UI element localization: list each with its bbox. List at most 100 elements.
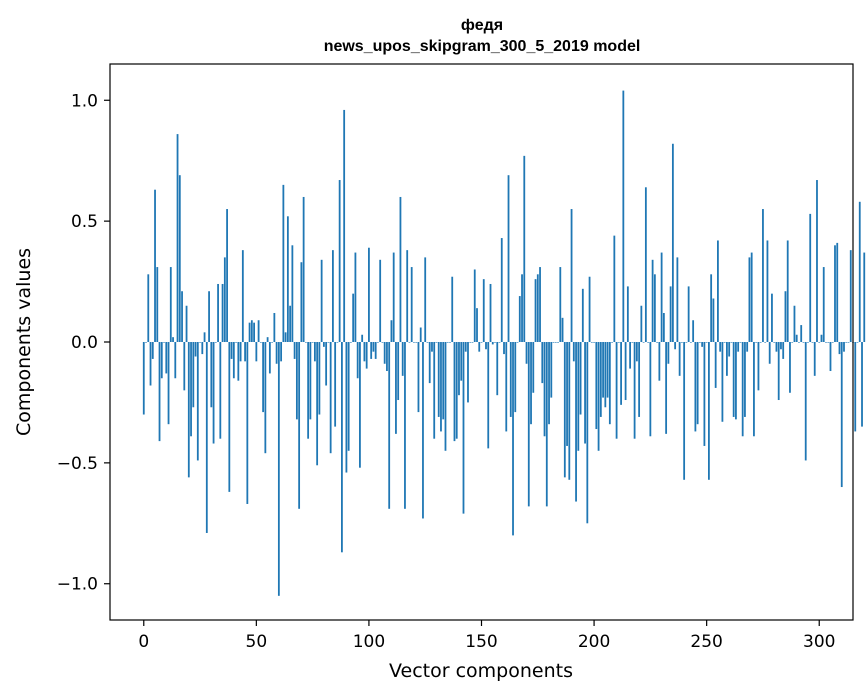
bar [638, 342, 641, 417]
bar [422, 342, 424, 519]
bar [507, 175, 510, 342]
bar [426, 342, 429, 343]
bar [408, 342, 411, 343]
bar [622, 90, 625, 342]
bar [183, 342, 186, 391]
bar [518, 296, 521, 342]
bar [593, 342, 595, 343]
y-tick-label: −1.0 [57, 575, 98, 595]
bar [255, 342, 258, 362]
bar [723, 342, 726, 343]
bar [665, 342, 668, 434]
bar [268, 342, 271, 374]
bar [444, 342, 447, 451]
bar [811, 342, 814, 343]
bar [629, 342, 631, 369]
bar [453, 342, 456, 442]
bar [379, 259, 382, 342]
bar [523, 155, 526, 342]
bar [658, 342, 661, 381]
bar [208, 291, 210, 342]
bar [575, 342, 577, 502]
bar [298, 342, 301, 509]
x-tick-label: 200 [578, 632, 610, 652]
bar [671, 143, 674, 342]
bar [793, 305, 796, 342]
bar [187, 342, 190, 478]
bar [165, 342, 168, 374]
bar [185, 305, 188, 342]
bar [257, 320, 260, 342]
bar [512, 342, 514, 536]
bar [710, 274, 713, 342]
bar [566, 342, 568, 446]
bar [219, 342, 222, 439]
bar [820, 334, 823, 342]
y-axis-ticks: −1.0 −0.5 0.0 0.5 1.0 [57, 91, 110, 595]
bar [194, 342, 197, 357]
bar [363, 342, 366, 362]
bar [361, 334, 364, 342]
bar [352, 293, 355, 342]
bar [496, 342, 499, 396]
bar [359, 342, 361, 468]
bar [435, 342, 438, 343]
bar [692, 320, 695, 342]
bar [624, 342, 627, 401]
bar [199, 342, 201, 343]
bar [642, 342, 645, 343]
bar [172, 337, 174, 342]
bar [719, 342, 722, 352]
bar [205, 342, 208, 533]
bar [689, 342, 692, 343]
bar [221, 283, 224, 342]
bar [737, 342, 740, 352]
bar [732, 342, 735, 417]
bar [595, 342, 598, 430]
bar [154, 189, 156, 342]
bar [440, 342, 442, 432]
bar [390, 320, 393, 342]
bar [190, 342, 192, 437]
bar [262, 342, 264, 413]
bar [462, 342, 465, 514]
bar [568, 342, 571, 480]
bar [861, 342, 863, 427]
bar [476, 308, 478, 342]
bar [615, 342, 618, 439]
bar [280, 342, 283, 362]
bar [771, 293, 773, 342]
bar [237, 342, 240, 381]
bar [620, 342, 622, 405]
bar [597, 342, 600, 451]
bar [608, 342, 611, 425]
bar [286, 216, 289, 342]
x-tick-label: 0 [138, 632, 149, 652]
bar [494, 342, 496, 343]
bar [388, 342, 391, 509]
bar [284, 332, 287, 342]
bar [334, 342, 337, 427]
bar [800, 325, 803, 342]
bar [266, 337, 269, 342]
bar [174, 342, 177, 379]
bar [647, 342, 650, 343]
bar [291, 245, 294, 342]
bar [158, 342, 161, 442]
bar [383, 342, 386, 364]
bar [762, 209, 764, 342]
bar [230, 342, 233, 359]
bar [300, 262, 303, 342]
bar [602, 342, 604, 398]
bar [304, 342, 307, 343]
bar [550, 342, 553, 398]
bar [381, 342, 384, 343]
bar [503, 342, 505, 355]
y-tick-label: 0.5 [71, 212, 98, 232]
bar [467, 342, 469, 403]
bar [649, 342, 652, 437]
bar [424, 257, 427, 342]
bar [827, 342, 830, 343]
bar [505, 342, 508, 432]
